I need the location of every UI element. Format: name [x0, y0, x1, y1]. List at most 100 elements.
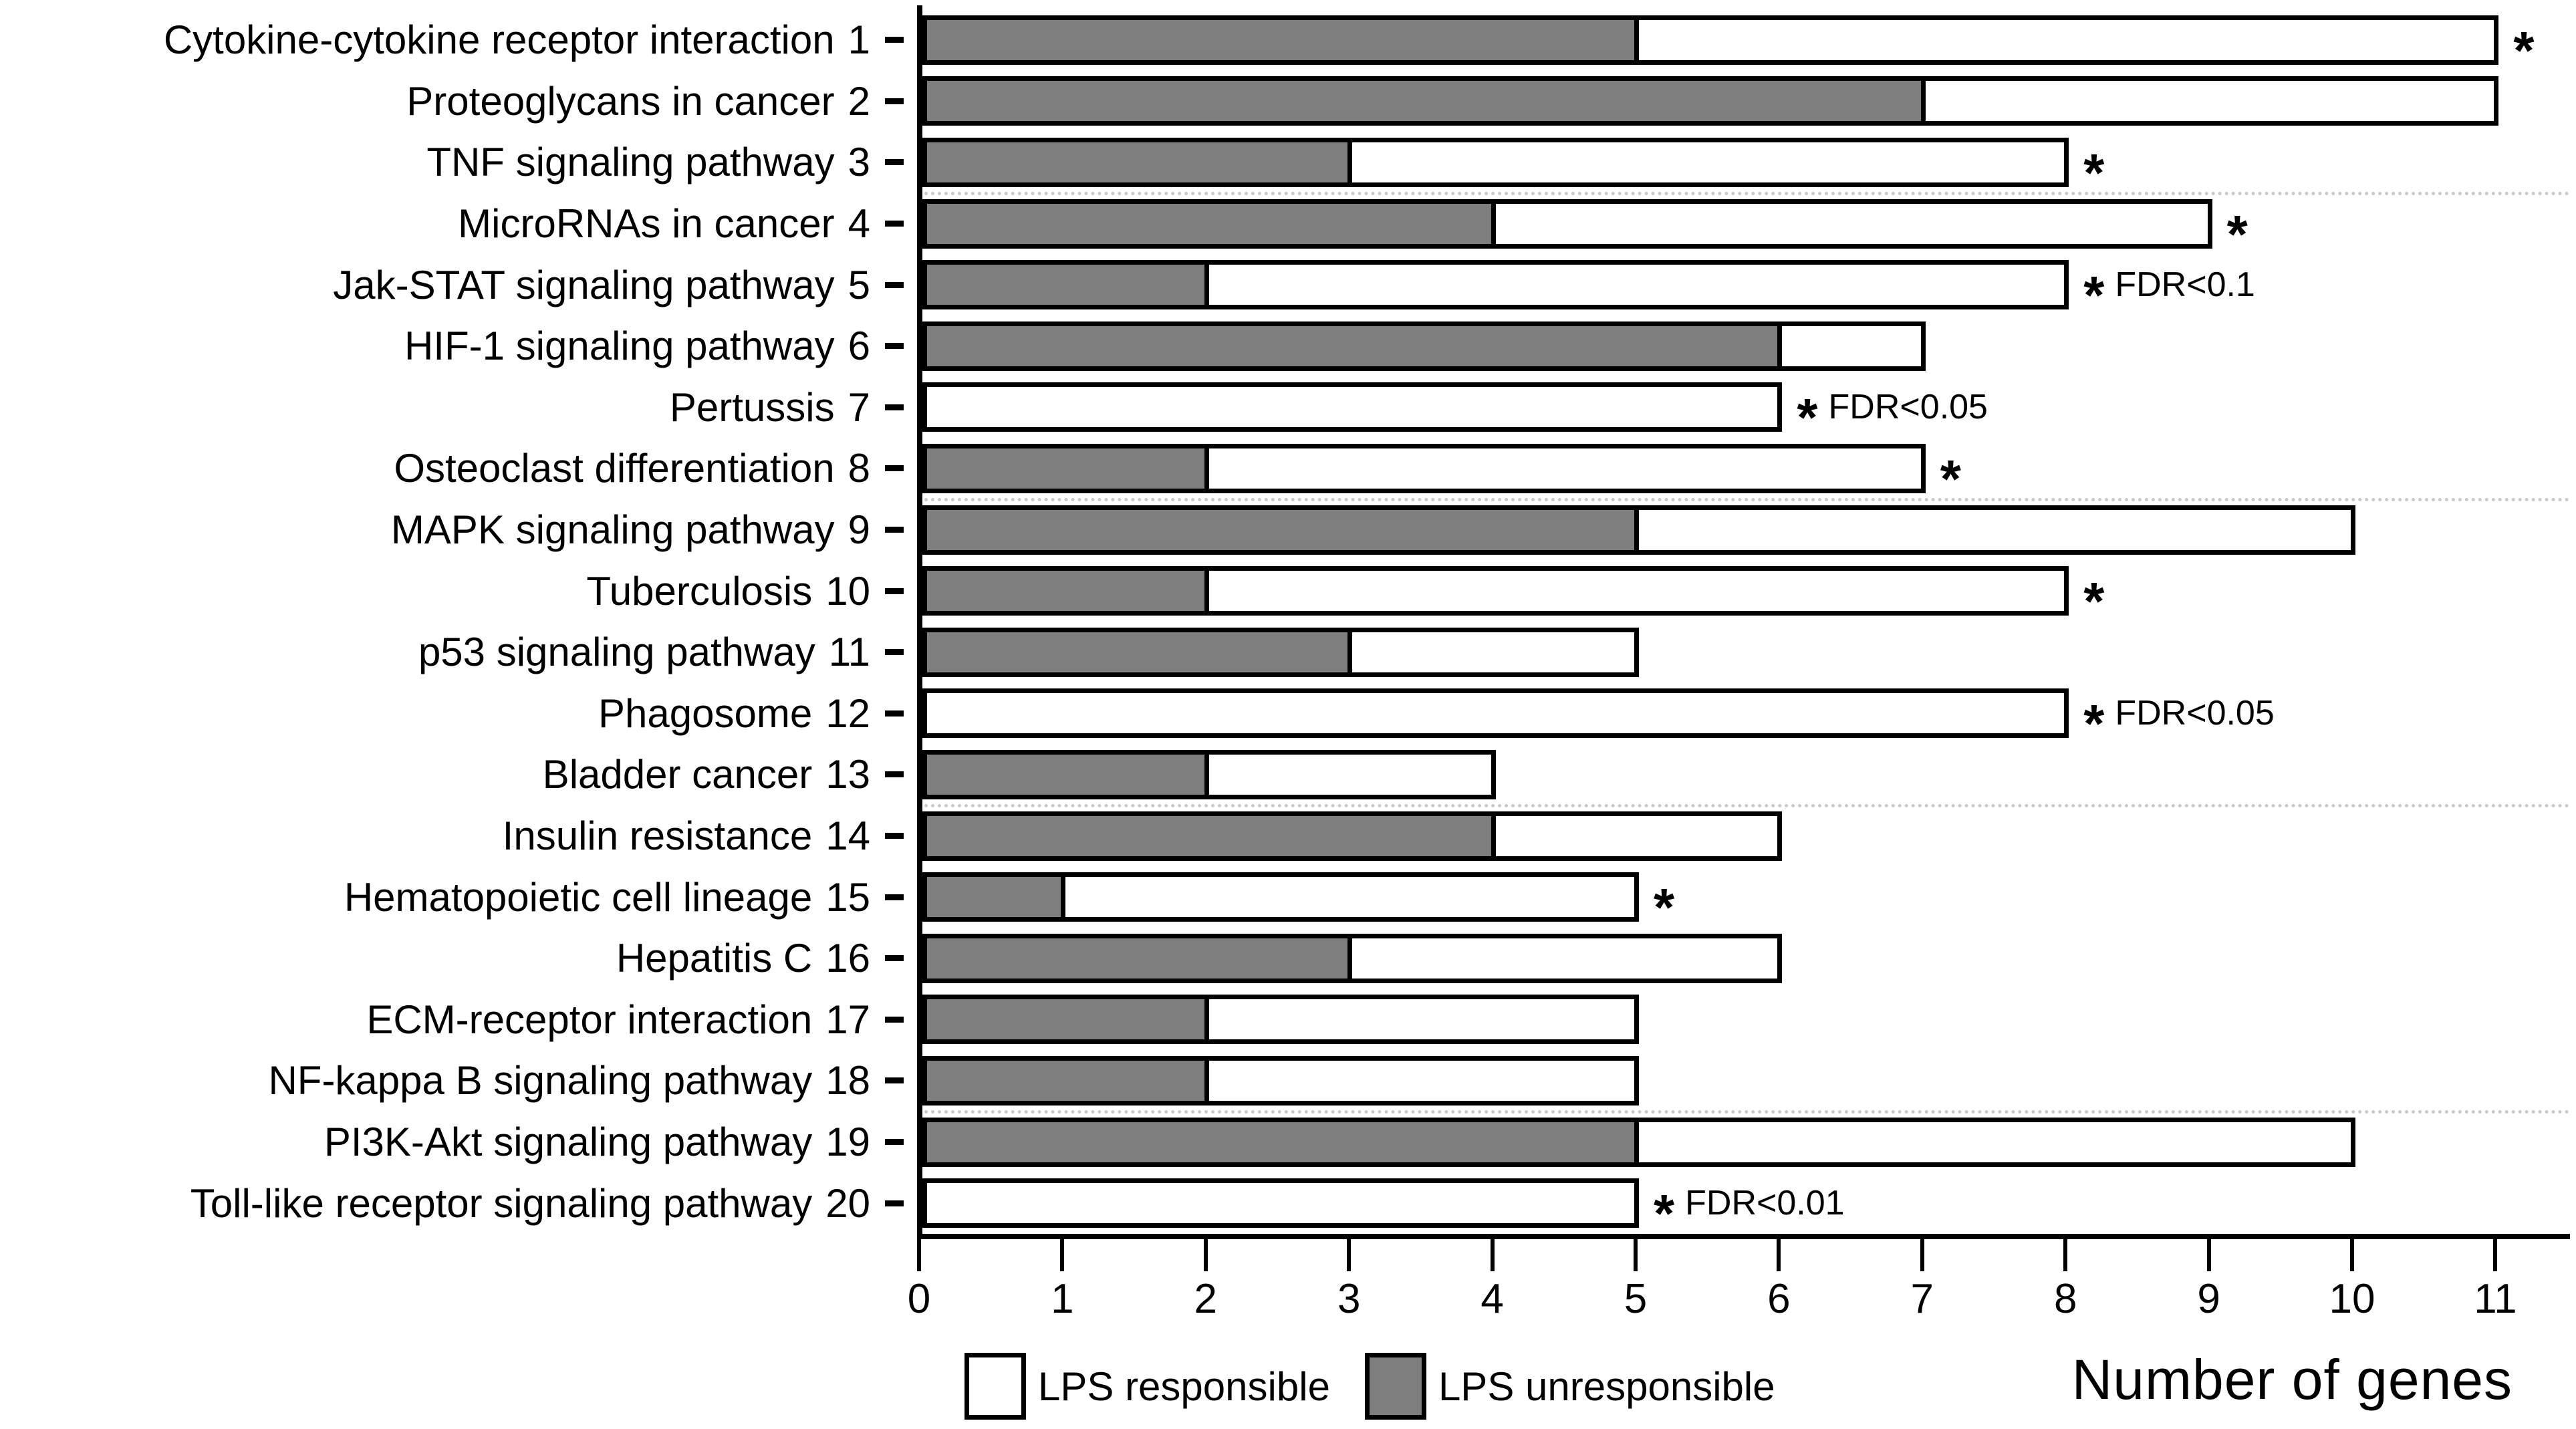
category-row: Bladder cancer 13 [0, 744, 904, 805]
y-tick-mark [885, 649, 904, 656]
y-tick-mark [885, 527, 904, 533]
significance-star: * [2083, 143, 2105, 203]
bar-segment-unresponsible [927, 815, 1496, 856]
category-label: Tuberculosis [586, 568, 813, 614]
category-number: 12 [825, 690, 870, 736]
category-row: Hepatitis C 16 [0, 928, 904, 989]
bar-row-10 [922, 566, 2069, 616]
gridline [924, 803, 2570, 807]
x-tick-label: 1 [1051, 1276, 1074, 1322]
bar-annotation: * [2227, 197, 2248, 264]
category-number: 19 [825, 1120, 870, 1165]
significance-star: * [2083, 265, 2105, 326]
category-number: 16 [825, 936, 870, 981]
category-row: p53 signaling pathway 11 [0, 622, 904, 683]
bar-row-9 [922, 505, 2355, 555]
category-number: 3 [848, 140, 870, 185]
category-number: 4 [848, 201, 870, 247]
category-number: 11 [828, 630, 870, 675]
y-tick-mark [885, 465, 904, 472]
category-label: NF-kappa B signaling pathway [268, 1058, 813, 1103]
x-tick-mark [1060, 1239, 1065, 1271]
y-tick-mark [885, 710, 904, 717]
fdr-note: FDR<0.01 [1685, 1184, 1845, 1223]
x-tick-label: 4 [1480, 1276, 1504, 1322]
category-number: 10 [825, 568, 870, 614]
bar-annotation: * FDR<0.05 [2083, 686, 2275, 753]
category-number: 2 [848, 78, 870, 124]
category-label: Bladder cancer [542, 752, 813, 797]
x-tick-mark [1777, 1239, 1781, 1271]
bar-row-6 [922, 321, 1926, 371]
x-tick-mark [2206, 1239, 2211, 1271]
category-number: 15 [825, 874, 870, 920]
x-tick-label: 0 [907, 1276, 931, 1322]
bar-row-13 [922, 750, 1496, 799]
x-tick-label: 9 [2197, 1276, 2220, 1322]
y-tick-mark [885, 833, 904, 839]
category-label: p53 signaling pathway [418, 630, 815, 675]
x-tick-label: 2 [1194, 1276, 1218, 1322]
category-label: Hepatitis C [616, 936, 813, 981]
significance-star: * [2083, 694, 2105, 754]
x-tick-mark [1203, 1239, 1208, 1271]
x-tick-label: 11 [2474, 1276, 2517, 1322]
legend: LPS responsible LPS unresponsible [964, 1349, 1810, 1424]
bar-segment-unresponsible [927, 938, 1353, 979]
category-label: MAPK signaling pathway [390, 507, 835, 553]
category-number: 18 [825, 1058, 870, 1103]
category-number: 7 [848, 384, 870, 430]
gridline [924, 497, 2570, 501]
gridline [924, 191, 2570, 195]
y-tick-mark [885, 37, 904, 43]
category-label: Phagosome [598, 690, 813, 736]
category-labels: Cytokine-cytokine receptor interaction 1 P… [0, 0, 904, 1243]
fdr-note: FDR<0.05 [1828, 388, 1988, 427]
x-tick-label: 3 [1337, 1276, 1361, 1322]
significance-star: * [2226, 204, 2248, 264]
bar-row-7 [922, 382, 1783, 432]
y-tick-mark [885, 771, 904, 778]
category-row: NF-kappa B signaling pathway 18 [0, 1050, 904, 1112]
y-tick-mark [885, 1016, 904, 1023]
y-tick-mark [885, 588, 904, 594]
bar-row-8 [922, 444, 1926, 493]
bar-row-17 [922, 995, 1639, 1045]
bar-segment-unresponsible [927, 755, 1209, 795]
category-row: Pertussis 7 [0, 377, 904, 438]
bar-row-4 [922, 199, 2212, 249]
bar-row-15 [922, 872, 1639, 922]
category-row: Cytokine-cytokine receptor interaction 1 [0, 9, 904, 71]
bar-segment-unresponsible [927, 509, 1639, 550]
bar-segment-unresponsible [927, 571, 1209, 612]
significance-star: * [2083, 571, 2105, 632]
y-tick-mark [885, 894, 904, 900]
fdr-note: FDR<0.05 [2115, 694, 2275, 733]
x-tick-mark [2350, 1239, 2354, 1271]
category-label: Proteoglycans in cancer [406, 78, 835, 124]
category-row: Tuberculosis 10 [0, 560, 904, 622]
x-tick-label: 8 [2053, 1276, 2077, 1322]
bar-annotation: * FDR<0.05 [1797, 380, 1988, 447]
category-row: Jak-STAT signaling pathway 5 [0, 254, 904, 315]
category-row: Phagosome 12 [0, 683, 904, 745]
bar-segment-unresponsible [927, 999, 1209, 1040]
bar-annotation: * [1654, 870, 1674, 937]
bar-row-14 [922, 811, 1783, 861]
bar-row-3 [922, 138, 2069, 187]
bar-row-1 [922, 15, 2499, 65]
bar-annotation: * [2083, 564, 2104, 631]
bar-segment-unresponsible [927, 19, 1639, 60]
category-label: TNF signaling pathway [426, 140, 835, 185]
bar-row-19 [922, 1117, 2355, 1167]
category-row: Toll-like receptor signaling pathway 20 [0, 1172, 904, 1234]
category-label: Insulin resistance [502, 813, 813, 859]
x-tick-mark [2063, 1239, 2068, 1271]
bar-segment-unresponsible [927, 326, 1783, 366]
x-tick-mark [917, 1239, 921, 1271]
category-row: Hematopoietic cell lineage 15 [0, 866, 904, 928]
bar-segment-unresponsible [927, 81, 1926, 122]
category-row: Osteoclast differentiation 8 [0, 438, 904, 499]
category-label: Hematopoietic cell lineage [344, 874, 813, 920]
y-tick-mark [885, 404, 904, 410]
